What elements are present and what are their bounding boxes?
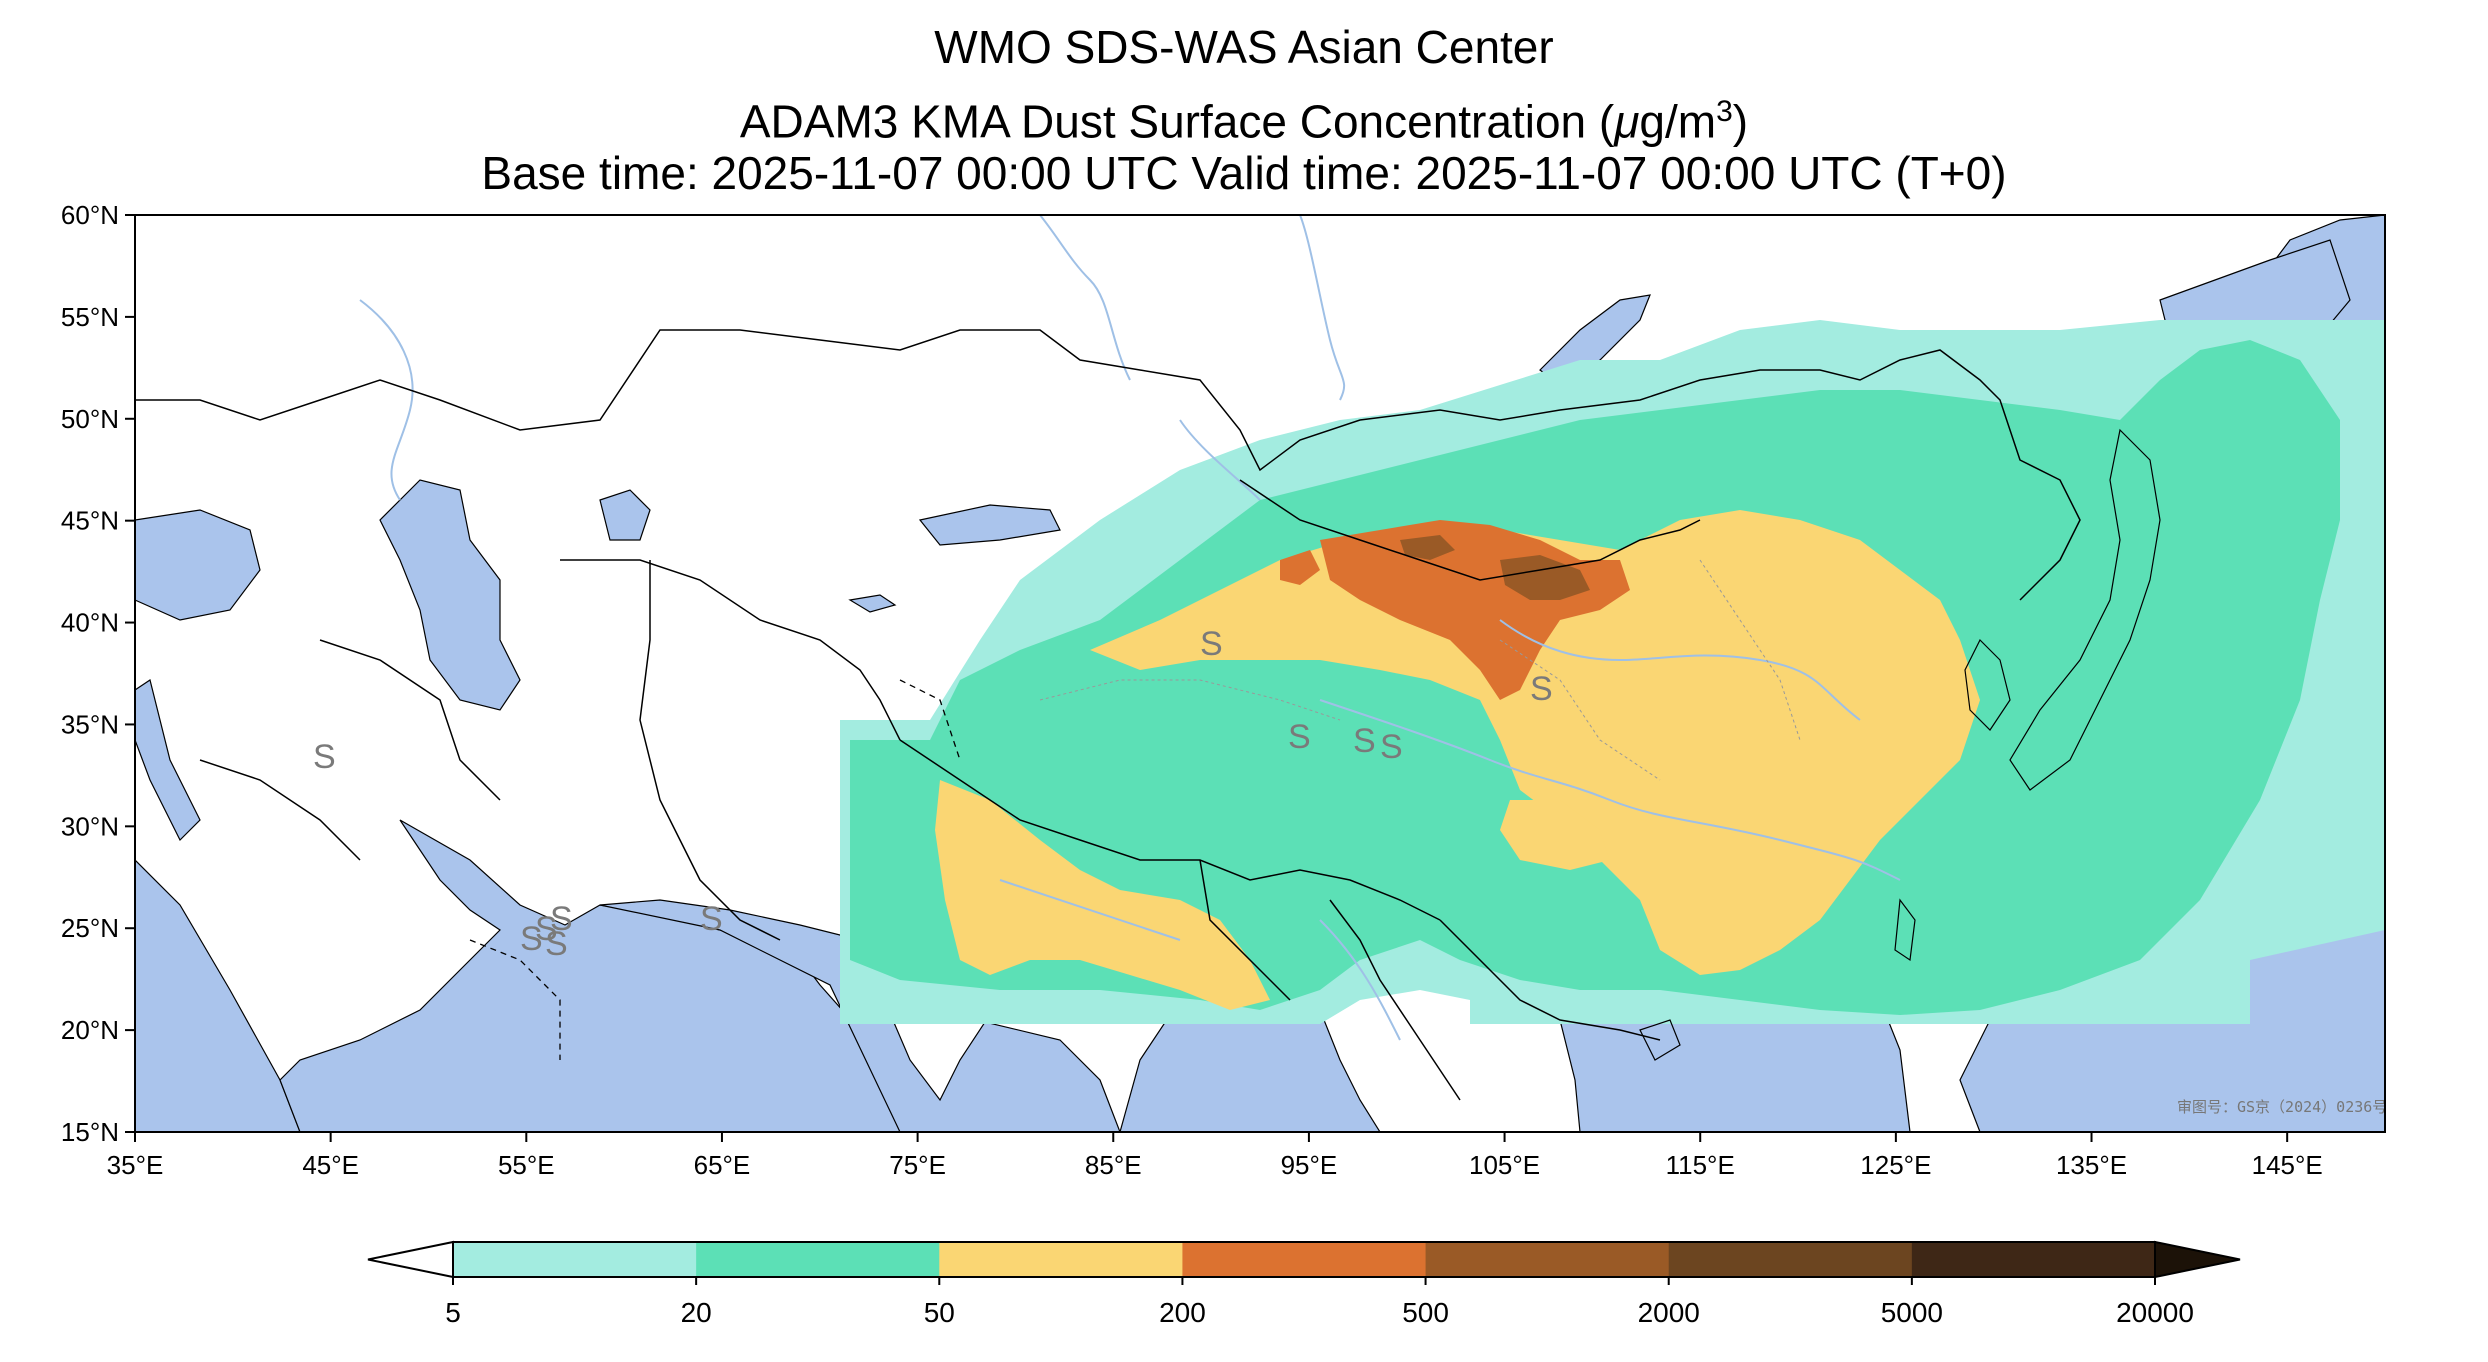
lat-tick-label: 30°N [61,811,119,841]
aral-sea [599,489,651,541]
lon-tick-label: 55°E [498,1150,555,1180]
disputed-borders [469,679,961,1060]
colorbar-segment [1911,1242,2156,1277]
colorbar-segment [1182,1242,1427,1277]
lat-tick-label: 15°N [61,1117,119,1147]
storm-symbol: S [1353,722,1376,760]
colorbar-label: 5000 [1881,1297,1943,1328]
colorbar-label: 2000 [1638,1297,1700,1328]
lon-tick-label: 85°E [1085,1150,1142,1180]
title-unit: g/m [1639,95,1717,148]
dust-concentration-layer [840,320,2385,1024]
lat-tick-label: 55°N [61,302,119,332]
lon-tick-label: 115°E [1666,1150,1735,1180]
colorbar-label: 50 [924,1297,955,1328]
title-line-1: WMO SDS-WAS Asian Center [934,21,1554,73]
colorbar-segment [939,1242,1183,1277]
borders-layer [135,329,2081,1101]
storm-symbol: S [520,920,543,958]
colorbar-label: 20 [681,1297,712,1328]
lon-tick-label: 45°E [302,1150,359,1180]
lat-tick-label: 50°N [61,404,119,434]
lon-tick-label: 145°E [2252,1150,2323,1180]
colorbar-over-arrow [2154,1240,2241,1279]
latitude-axis: 60°N 55°N 50°N 45°N 40°N 35°N 30°N 25°N 20°N 15°N [61,200,135,1147]
title-line-3: Base time: 2025-11-07 00:00 UTC Valid ti… [481,147,2007,199]
colorbar: 5 20 50 200 500 2000 5000 20000 [367,1240,2241,1328]
storm-symbol: S [1200,625,1223,663]
lon-tick-label: 95°E [1281,1150,1338,1180]
dust-level-50-200-sichuan [1500,800,1610,870]
colorbar-segment [1668,1242,1913,1277]
colorbar-outline [452,1241,2156,1278]
storm-symbol: S [700,900,723,938]
storm-symbol: S [1380,728,1403,766]
map-area: S S S S S S S S S S S 审图号：GS京（2024）0236号 [135,215,2387,1132]
lon-tick-label: 105°E [1469,1150,1540,1180]
storm-symbol: S [550,900,573,938]
storm-symbol: S [1288,718,1311,756]
storm-symbol: S [545,925,568,963]
colorbar-label: 500 [1402,1297,1449,1328]
storm-symbol: S [313,738,336,776]
colorbar-segment [696,1242,940,1277]
colorbar-label: 200 [1159,1297,1206,1328]
colorbar-label: 20000 [2116,1297,2194,1328]
lon-tick-label: 75°E [889,1150,946,1180]
mu-symbol: μ [1614,95,1640,148]
longitude-axis: 35°E 45°E 55°E 65°E 75°E 85°E 95°E 105°E 115°E 12… [107,1132,2323,1180]
colorbar-segment [453,1242,697,1277]
lon-tick-label: 65°E [694,1150,751,1180]
lake-balkhash [918,504,1061,546]
dust-storm-symbols: S S S S S S S S S S S [313,625,1553,963]
arabian-sea [135,859,301,1132]
lon-tick-label: 135°E [2056,1150,2127,1180]
black-sea [135,509,261,621]
dust-level-50-200-south [935,780,1270,1010]
storm-symbol: S [1530,670,1553,708]
approval-number: 审图号：GS京（2024）0236号 [2177,1098,2387,1116]
dust-level-500-2000-b [1400,535,1455,560]
lat-tick-label: 20°N [61,1015,119,1045]
lon-tick-label: 125°E [1860,1150,1931,1180]
colorbar-label: 5 [445,1297,461,1328]
dust-level-500-2000 [1500,555,1590,600]
title-exponent: 3 [1716,95,1733,128]
caspian-sea [379,479,521,711]
title-line-2: ADAM3 KMA Dust Surface Concentration (μg… [0,85,2488,148]
lat-tick-label: 60°N [61,200,119,230]
lat-tick-label: 45°N [61,506,119,536]
colorbar-segment [1425,1242,1670,1277]
islands-layer [1639,428,2161,1061]
rivers-layer [359,215,1901,1041]
lat-tick-label: 40°N [61,608,119,638]
title-prefix: ADAM3 KMA Dust Surface Concentration ( [739,95,1615,148]
red-sea [135,679,201,842]
title-suffix: ) [1732,95,1749,148]
storm-symbol: S [535,910,558,948]
map-frame [134,214,2386,1133]
dust-level-50-200-north [1090,510,1980,975]
lon-tick-label: 35°E [107,1150,164,1180]
colorbar-under-arrow [367,1240,454,1279]
issyk-kul [848,594,897,613]
province-borders [1039,559,1801,781]
lat-tick-label: 25°N [61,913,119,943]
lat-tick-label: 35°N [61,709,119,739]
dust-level-200-500-west [1280,550,1320,585]
